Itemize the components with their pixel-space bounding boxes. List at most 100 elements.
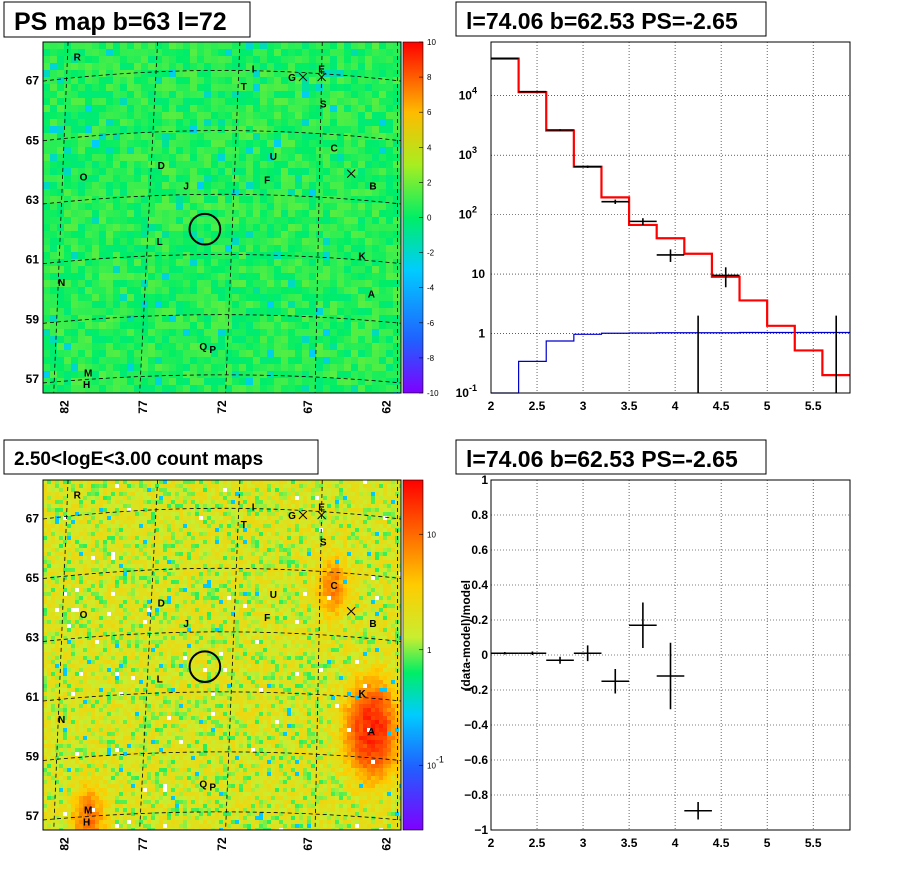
heatmap-cell	[386, 287, 393, 294]
heatmap-cell	[95, 576, 99, 580]
heatmap-cell	[99, 560, 103, 564]
heatmap-cell	[78, 91, 85, 98]
source-label: R	[74, 53, 82, 64]
heatmap-cell	[223, 560, 227, 564]
heatmap-cell	[255, 552, 259, 556]
heatmap-cell	[120, 266, 127, 273]
ps-map-grid-lines	[42, 41, 402, 394]
heatmap-cell	[83, 496, 87, 500]
heatmap-cell	[311, 516, 315, 520]
heatmap-cell	[71, 385, 78, 392]
heatmap-cell	[171, 512, 175, 516]
heatmap-cell	[386, 147, 393, 154]
heatmap-cell	[119, 548, 123, 552]
heatmap-cell	[383, 488, 387, 492]
heatmap-cell	[391, 504, 395, 508]
heatmap-cell	[219, 508, 223, 512]
heatmap-cell	[148, 91, 155, 98]
heatmap-cell	[119, 556, 123, 560]
heatmap-cell	[319, 488, 323, 492]
heatmap-cell	[120, 378, 127, 385]
heatmap-cell	[163, 516, 167, 520]
heatmap-cell	[339, 512, 343, 516]
heatmap-cell	[131, 528, 135, 532]
heatmap-cell	[218, 357, 225, 364]
heatmap-cell	[187, 524, 191, 528]
heatmap-cell	[311, 560, 315, 564]
heatmap-cell	[211, 520, 215, 524]
heatmap-cell	[283, 492, 287, 496]
heatmap-cell	[399, 488, 401, 492]
heatmap-cell	[323, 548, 327, 552]
heatmap-cell	[351, 350, 358, 357]
heatmap-cell	[227, 492, 231, 496]
heatmap-cell	[155, 119, 162, 126]
heatmap-cell	[239, 189, 246, 196]
heatmap-cell	[351, 224, 358, 231]
heatmap-cell	[251, 572, 255, 576]
heatmap-cell	[51, 508, 55, 512]
heatmap-cell	[283, 508, 287, 512]
heatmap-cell	[225, 91, 232, 98]
heatmap-cell	[260, 210, 267, 217]
longitude-line	[53, 41, 69, 394]
heatmap-cell	[99, 568, 103, 572]
heatmap-cell	[279, 508, 283, 512]
heatmap-cell	[103, 560, 107, 564]
heatmap-cell	[183, 364, 190, 371]
heatmap-cell	[339, 572, 343, 576]
heatmap-cell	[147, 484, 151, 488]
heatmap-cell	[246, 126, 253, 133]
heatmap-cell	[386, 161, 393, 168]
heatmap-cell	[123, 508, 127, 512]
heatmap-cell	[131, 516, 135, 520]
heatmap-cell	[162, 280, 169, 287]
heatmap-cell	[253, 259, 260, 266]
heatmap-cell	[363, 500, 367, 504]
heatmap-cell	[271, 520, 275, 524]
heatmap-cell	[87, 504, 91, 508]
heatmap-cell	[106, 245, 113, 252]
heatmap-cell	[218, 322, 225, 329]
heatmap-cell	[171, 516, 175, 520]
heatmap-cell	[355, 556, 359, 560]
heatmap-cell	[169, 161, 176, 168]
heatmap-cell	[127, 480, 131, 484]
heatmap-cell	[302, 196, 309, 203]
heatmap-cell	[103, 500, 107, 504]
heatmap-cell	[99, 500, 103, 504]
heatmap-cell	[330, 70, 337, 77]
heatmap-cell	[59, 552, 63, 556]
heatmap-cell	[211, 484, 215, 488]
heatmap-cell	[372, 217, 379, 224]
heatmap-cell	[375, 536, 379, 540]
heatmap-cell	[215, 492, 219, 496]
heatmap-cell	[171, 500, 175, 504]
heatmap-cell	[71, 105, 78, 112]
heatmap-cell	[204, 112, 211, 119]
heatmap-cell	[302, 308, 309, 315]
heatmap-cell	[155, 294, 162, 301]
heatmap-cell	[95, 540, 99, 544]
heatmap-cell	[92, 49, 99, 56]
heatmap-cell	[363, 524, 367, 528]
heatmap-cell	[355, 532, 359, 536]
heatmap-cell	[83, 504, 87, 508]
heatmap-cell	[191, 500, 195, 504]
heatmap-cell	[85, 287, 92, 294]
heatmap-cell	[337, 287, 344, 294]
heatmap-cell	[92, 385, 99, 392]
heatmap-cell	[247, 552, 251, 556]
heatmap-cell	[85, 42, 92, 49]
heatmap-cell	[71, 371, 78, 378]
heatmap-cell	[299, 508, 303, 512]
heatmap-cell	[386, 245, 393, 252]
heatmap-cell	[295, 91, 302, 98]
heatmap-cell	[179, 512, 183, 516]
heatmap-cell	[232, 224, 239, 231]
heatmap-cell	[386, 203, 393, 210]
heatmap-cell	[231, 488, 235, 492]
heatmap-cell	[379, 385, 386, 392]
heatmap-cell	[83, 492, 87, 496]
heatmap-cell	[176, 245, 183, 252]
